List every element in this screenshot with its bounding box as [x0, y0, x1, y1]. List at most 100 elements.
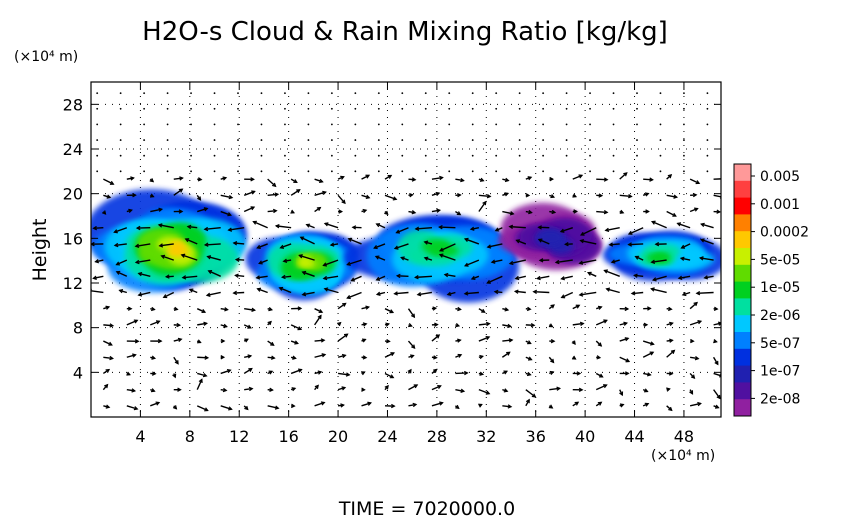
wind-arrowhead: [667, 173, 673, 179]
wind-arrow: [276, 225, 292, 229]
wind-arrowhead: [105, 305, 111, 310]
wind-arrow: [220, 210, 232, 216]
wind-calm-dot: [96, 170, 99, 173]
wind-arrow: [396, 227, 409, 234]
wind-arrowhead: [439, 401, 444, 406]
wind-calm-dot: [589, 123, 591, 126]
wind-arrow: [376, 223, 386, 229]
wind-arrowhead: [150, 388, 156, 393]
wind-calm-dot: [471, 92, 474, 95]
wind-calm-dot: [307, 92, 310, 95]
wind-arrow: [470, 227, 480, 230]
wind-arrow: [384, 308, 394, 314]
wind-arrowhead: [203, 226, 209, 232]
wind-arrow: [444, 273, 456, 277]
wind-arrowhead: [647, 306, 652, 311]
x-axis: 4 8 12 16 20 24 28 32 36 40 44 48: [135, 82, 694, 446]
wind-arrowhead: [228, 194, 234, 200]
wind-calm-dot: [518, 154, 521, 157]
wind-arrow: [337, 372, 350, 376]
wind-arrow: [197, 372, 207, 377]
wind-arrow: [501, 351, 511, 358]
wind-arrowhead: [455, 404, 460, 410]
wind-arrowhead: [126, 371, 131, 376]
wind-calm-dot: [565, 170, 568, 173]
wind-calm-dot: [143, 170, 146, 173]
wind-arrowhead: [113, 242, 119, 248]
wind-calm-dot: [542, 154, 545, 157]
wind-arrowhead: [525, 193, 531, 198]
wind-arrowhead: [490, 259, 496, 264]
wind-arrowhead: [272, 208, 278, 214]
wind-arrow: [314, 315, 322, 326]
wind-arrow: [700, 257, 714, 261]
wind-arrowhead: [503, 370, 509, 375]
wind-arrowhead: [604, 227, 610, 233]
wind-arrowhead: [650, 341, 655, 346]
wind-arrowhead: [177, 387, 182, 392]
wind-arrowhead: [527, 176, 533, 181]
wind-calm-dot: [377, 154, 380, 157]
wind-calm-dot: [354, 154, 357, 157]
wind-calm-dot: [260, 139, 263, 141]
wind-arrowhead: [197, 339, 202, 344]
wind-arrow: [163, 291, 175, 298]
wind-arrowhead: [244, 338, 249, 343]
y-unit-label: (×10⁴ m): [14, 49, 78, 65]
wind-arrow: [347, 259, 362, 266]
wind-arrowhead: [698, 256, 704, 261]
wind-arrowhead: [395, 273, 401, 279]
wind-arrowhead: [149, 193, 155, 198]
y-tick-label: 28: [63, 95, 83, 114]
wind-arrowhead: [316, 206, 322, 211]
x-tick-label: 36: [526, 427, 546, 446]
wind-arrowhead: [177, 337, 183, 342]
wind-arrow: [397, 275, 409, 277]
wind-arrowhead: [434, 322, 439, 327]
colorbar-swatch: [734, 197, 751, 215]
wind-arrow: [516, 239, 527, 245]
wind-arrowhead: [627, 230, 633, 235]
wind-arrow: [595, 319, 608, 326]
wind-arrowhead: [272, 182, 277, 188]
wind-arrowhead: [556, 386, 562, 391]
colorbar-label: 0.005: [760, 169, 800, 185]
wind-calm-dot: [237, 123, 239, 126]
wind-arrowhead: [559, 228, 565, 233]
wind-arrowhead: [455, 322, 461, 328]
wind-arrowhead: [676, 222, 682, 227]
wind-arrow: [666, 194, 677, 198]
wind-arrowhead: [564, 241, 569, 247]
wind-arrowhead: [375, 276, 381, 281]
wind-arrowhead: [549, 370, 555, 375]
wind-calm-dot: [307, 170, 310, 173]
wind-arrowhead: [624, 337, 630, 342]
wind-arrow: [407, 340, 416, 349]
wind-arrowhead: [550, 338, 556, 344]
wind-arrow: [126, 319, 138, 326]
wind-arrow: [401, 256, 409, 261]
wind-calm-dot: [119, 92, 122, 95]
wind-calm-dot: [166, 123, 169, 126]
wind-arrowhead: [486, 279, 491, 284]
wind-arrowhead: [137, 292, 143, 297]
wind-arrowhead: [178, 188, 184, 193]
y-tick-label: 8: [73, 319, 83, 338]
wind-arrowhead: [301, 270, 307, 276]
wind-arrowhead: [572, 193, 578, 198]
wind-arrow: [205, 243, 221, 246]
wind-arrowhead: [485, 390, 491, 395]
wind-arrowhead: [282, 258, 288, 264]
wind-arrow: [464, 238, 480, 245]
x-tick-label: 44: [624, 427, 644, 446]
wind-arrowhead: [507, 323, 512, 329]
wind-arrowhead: [493, 289, 499, 295]
wind-arrowhead: [341, 199, 346, 205]
wind-arrow: [678, 275, 691, 279]
x-tick-label: 40: [575, 427, 595, 446]
wind-arrowhead: [342, 302, 347, 307]
wind-arrow: [634, 274, 644, 277]
wind-arrowhead: [105, 404, 111, 409]
wind-arrowhead: [375, 223, 381, 228]
wind-calm-dot: [260, 170, 263, 173]
